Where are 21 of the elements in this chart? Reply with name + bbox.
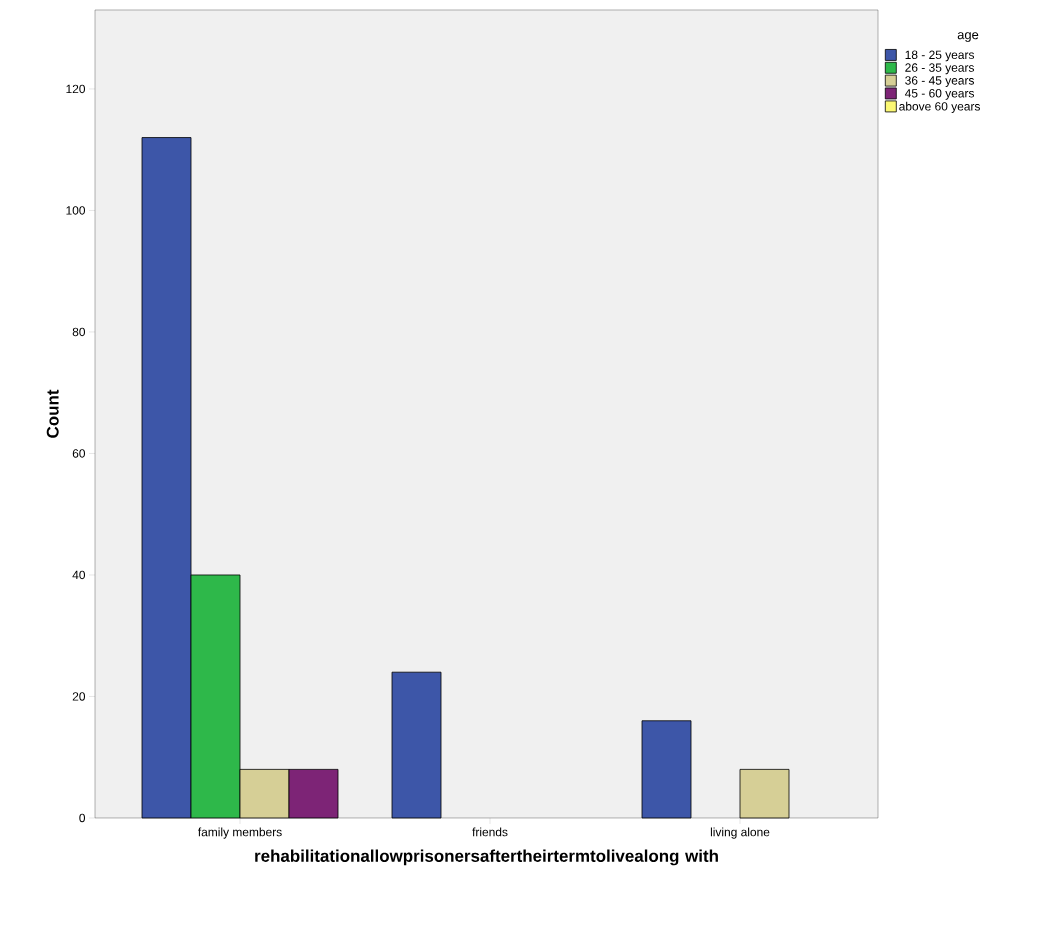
x-tick-label: friends	[472, 827, 508, 837]
y-tick-label: 40	[72, 570, 86, 580]
y-tick-label: 0	[79, 813, 86, 823]
x-axis-title: rehabilitationallowprisonersaftertheirtermtolivealong with	[255, 849, 718, 866]
x-tick-label: family members	[198, 827, 282, 839]
legend-label: 45 - 60 years	[904, 89, 975, 100]
legend-label: 26 - 35 years	[905, 63, 975, 75]
y-tick-label: 100	[66, 206, 86, 215]
x-tick-label: living alone	[710, 827, 770, 839]
legend-label: above 60 years	[899, 101, 980, 113]
bar	[391, 671, 442, 819]
y-tick-label: 60	[72, 449, 86, 458]
y-tick-label: 120	[66, 84, 86, 94]
y-tick-label: 20	[72, 692, 86, 701]
bar	[641, 720, 692, 819]
legend-label: 36 - 45 years	[905, 76, 975, 88]
legend-title: age	[957, 32, 979, 42]
y-axis-title: Count	[46, 389, 59, 438]
legend-label: 18 - 25 years	[905, 50, 975, 62]
y-tick-label: 80	[72, 327, 86, 337]
bar	[739, 768, 790, 819]
